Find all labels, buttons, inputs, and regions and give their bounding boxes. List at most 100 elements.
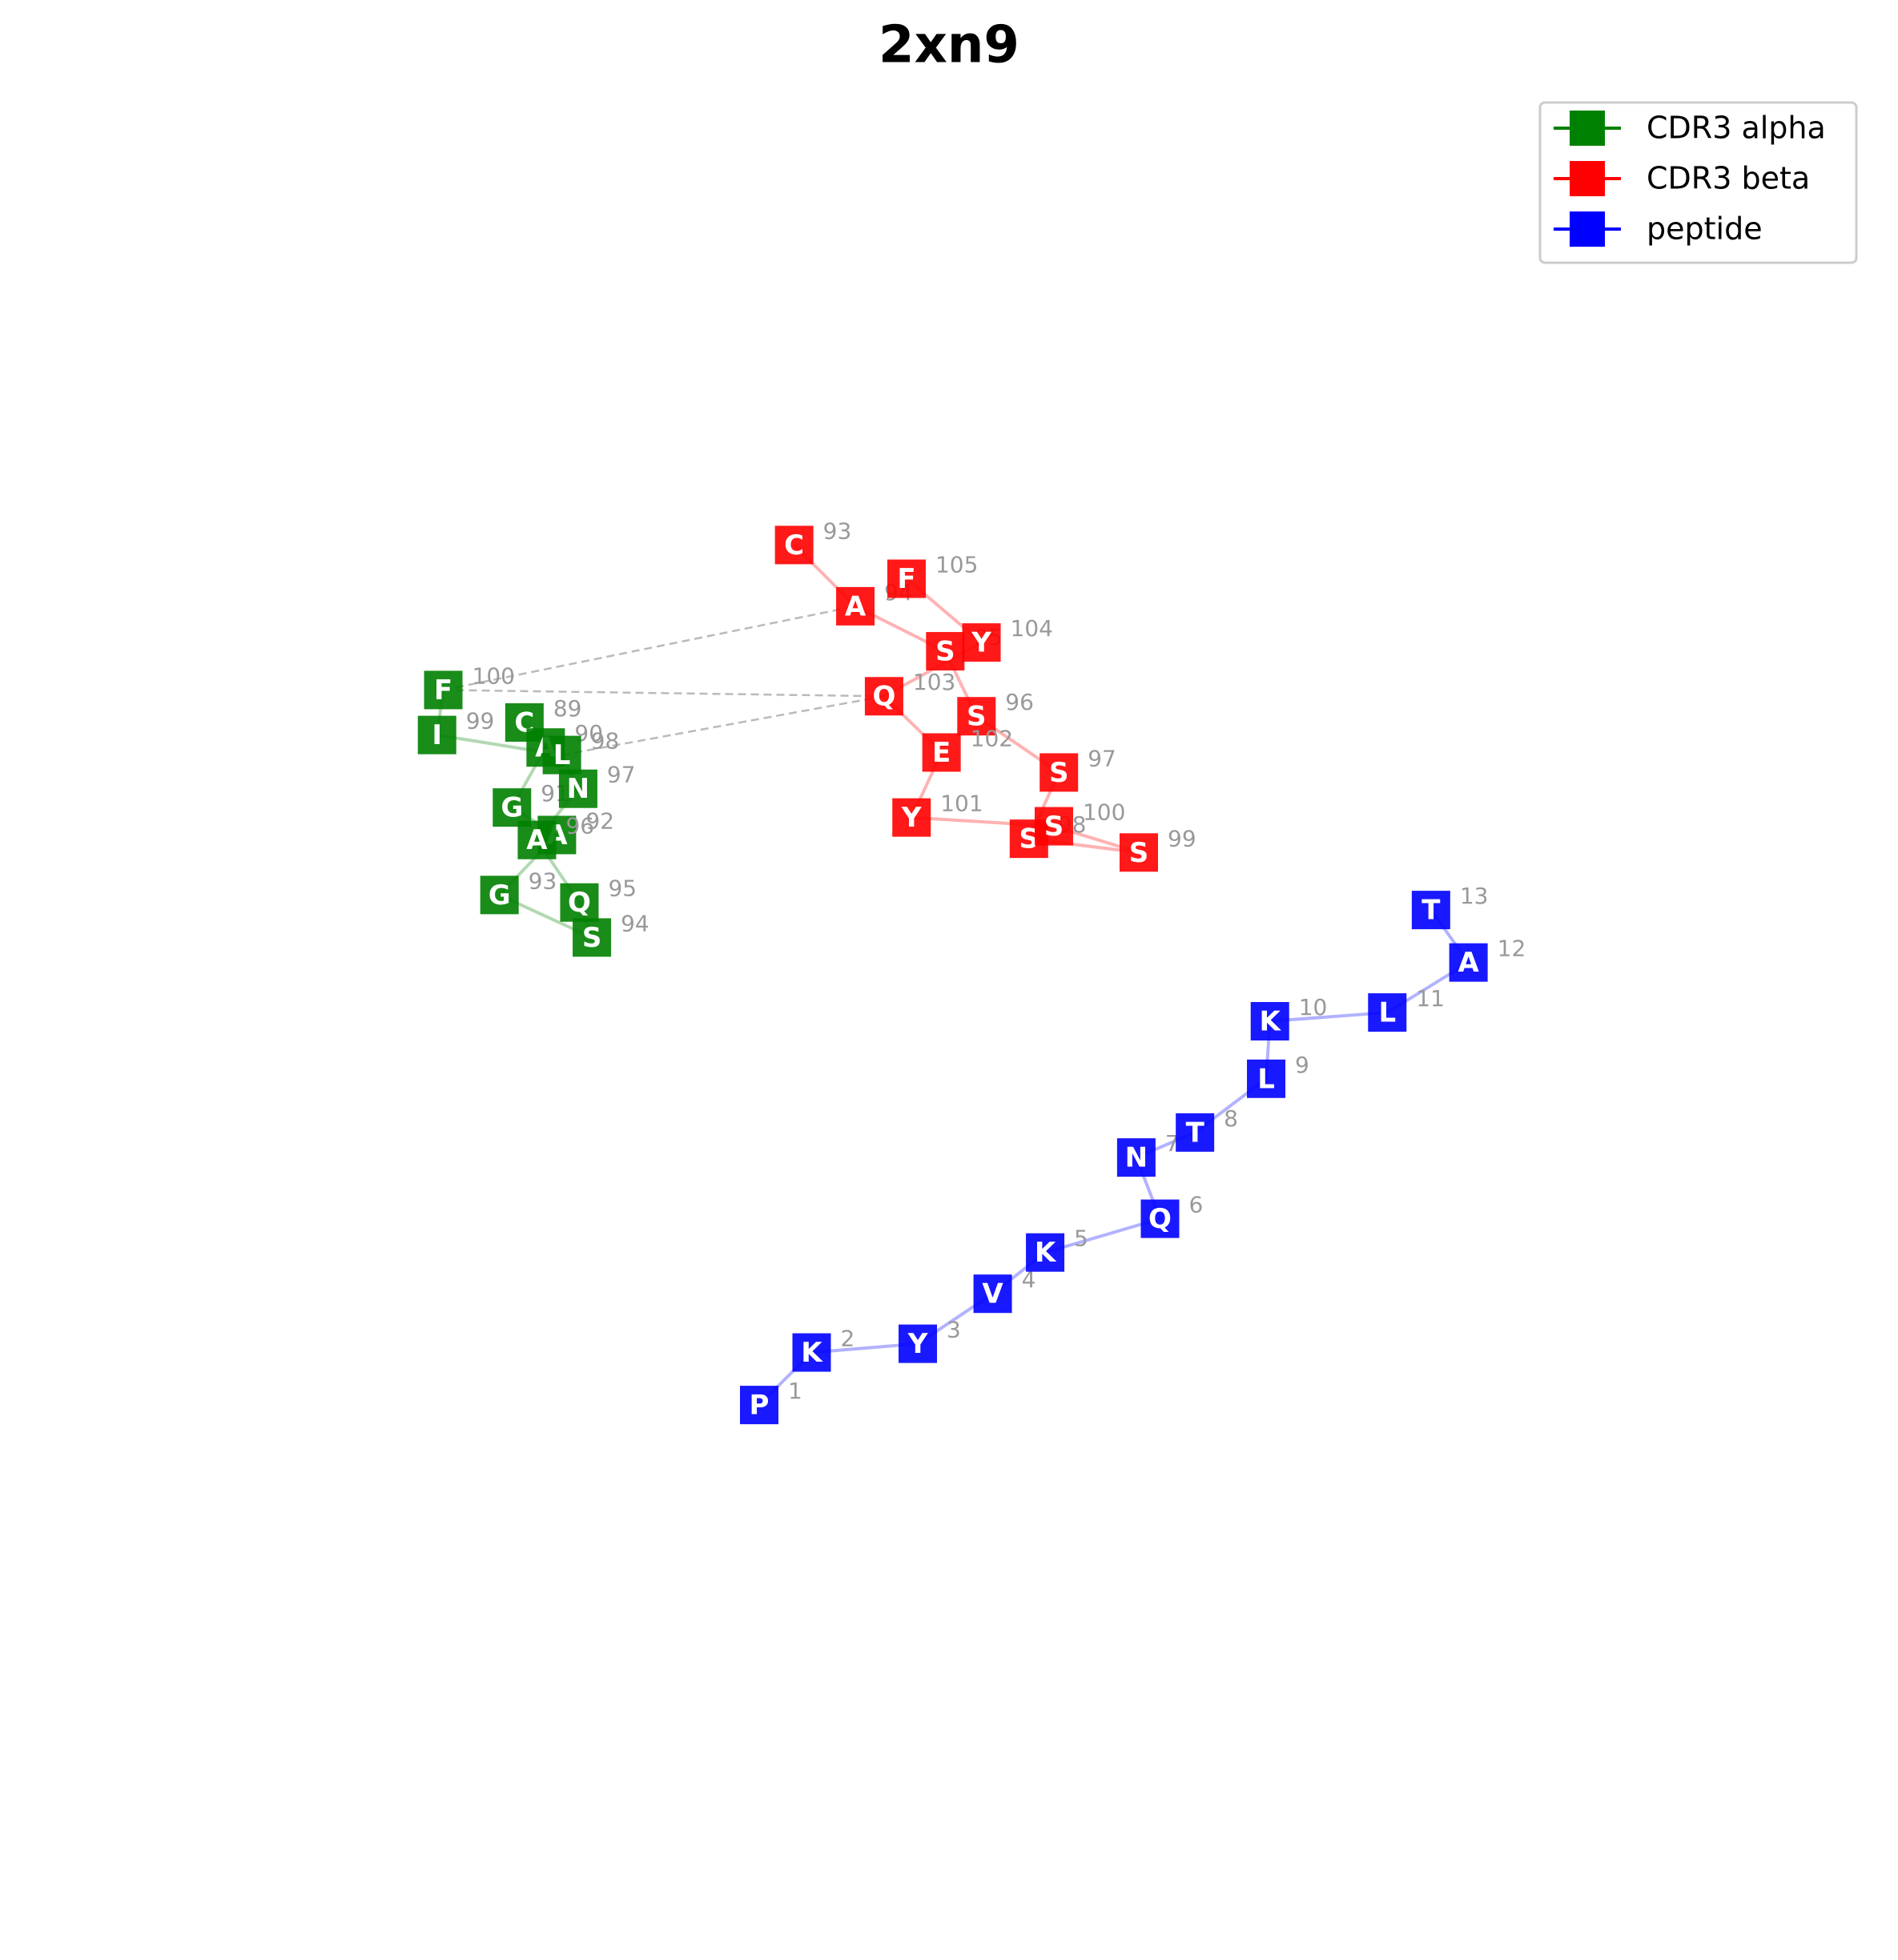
residue-letter: L (553, 739, 571, 771)
contact-line (443, 605, 856, 691)
residue-marker (560, 883, 599, 922)
residue-marker (1116, 1138, 1156, 1177)
residue-marker (1368, 993, 1407, 1032)
residue-number: 95 (608, 875, 637, 902)
residue-marker (424, 670, 463, 710)
residue-number: 98 (591, 728, 620, 755)
residue-number: 105 (935, 552, 978, 578)
residue-letter: C (784, 529, 804, 561)
contact-line (443, 689, 884, 698)
residue-letter: I (432, 719, 442, 751)
residue-letter: Y (901, 802, 922, 834)
residue-marker (957, 697, 996, 736)
residue-number: 8 (1224, 1105, 1238, 1132)
residue-letter: L (1257, 1063, 1275, 1095)
residue-number: 3 (947, 1317, 961, 1343)
residue-letter: E (932, 737, 951, 769)
residue-number: 6 (1189, 1192, 1204, 1218)
residue-marker (1176, 1113, 1215, 1152)
residue-marker (740, 1386, 778, 1425)
legend-label: CDR3 beta (1647, 161, 1810, 196)
residue-number: 101 (940, 791, 983, 817)
residue-letter: S (1129, 837, 1149, 869)
residue-marker (836, 586, 875, 626)
residue-number: 97 (607, 762, 636, 788)
residue-marker (417, 715, 456, 755)
residue-letter: S (1049, 757, 1069, 789)
residue-letter: T (1186, 1117, 1205, 1149)
residue-letter: F (897, 563, 915, 595)
contact-line (561, 695, 885, 756)
residue-marker (493, 788, 532, 827)
residue-marker (1140, 1199, 1180, 1238)
residue-letter: Y (907, 1328, 928, 1360)
residue-number: 96 (1005, 689, 1034, 715)
residue-number: 94 (621, 910, 649, 936)
residue-marker (962, 623, 1001, 662)
residue-letter: S (1044, 811, 1064, 843)
residues: C89A90G91A92G93S94Q95A96N97L98I99F100C93… (417, 517, 1526, 1425)
residue-marker (926, 632, 965, 671)
residue-letter: K (1260, 1005, 1282, 1037)
residue-number: 12 (1498, 936, 1526, 962)
residue-number: 11 (1416, 985, 1445, 1012)
legend-label: CDR3 alpha (1647, 111, 1826, 146)
residue-number: 99 (466, 708, 495, 734)
residue-number: 10 (1299, 994, 1328, 1020)
residue-letter: V (982, 1278, 1003, 1310)
residue-marker (1026, 1233, 1065, 1272)
residue-marker (558, 769, 597, 808)
residue-letter: S (935, 636, 955, 668)
residue-marker (573, 918, 612, 957)
residue-marker (774, 525, 814, 565)
residue-marker (542, 735, 581, 775)
residue-marker (973, 1274, 1012, 1314)
residue-marker (864, 677, 903, 716)
residue-marker (892, 798, 931, 837)
residue-number: 5 (1074, 1226, 1088, 1252)
legend-marker (1570, 161, 1605, 196)
residue-number: 97 (1088, 745, 1116, 771)
residue-number: 100 (1083, 799, 1125, 826)
residue-number: 4 (1022, 1266, 1036, 1293)
residue-marker (1039, 753, 1079, 792)
residue-number: 93 (823, 517, 852, 544)
residue-letter: Q (568, 887, 591, 919)
residue-marker (1034, 807, 1073, 846)
residue-letter: A (526, 824, 548, 856)
residue-marker (922, 733, 961, 772)
residue-number: 1 (788, 1378, 802, 1404)
residue-letter: S (967, 701, 987, 733)
legend: CDR3 alpha CDR3 beta peptide (1554, 111, 1826, 247)
legend-label: peptide (1647, 211, 1763, 247)
residue-number: 102 (971, 725, 1013, 751)
residue-letter: G (489, 879, 511, 912)
residue-number: 104 (1011, 615, 1053, 642)
residue-letter: A (1458, 947, 1479, 979)
residue-marker (1247, 1059, 1286, 1098)
residue-letter: Y (971, 627, 991, 659)
residue-number: 96 (565, 813, 594, 839)
residue-letter: K (801, 1337, 823, 1369)
residue-marker (899, 1324, 938, 1363)
residue-letter: F (434, 674, 452, 706)
residue-number: 9 (1295, 1052, 1309, 1078)
residue-marker (480, 875, 519, 915)
residue-letter: Q (1148, 1203, 1172, 1235)
residue-marker (887, 559, 926, 598)
residue-letter: N (567, 773, 589, 805)
legend-box (1538, 101, 1858, 264)
residue-letter: K (1035, 1237, 1057, 1269)
residue-marker (517, 820, 557, 859)
residue-letter: Q (872, 681, 895, 713)
residue-number: 99 (1168, 825, 1196, 851)
residue-marker (1250, 1001, 1289, 1040)
legend-marker (1570, 211, 1605, 247)
residue-number: 100 (472, 662, 515, 689)
residue-marker (1120, 833, 1158, 872)
residue-letter: N (1125, 1142, 1148, 1174)
residue-number: 2 (840, 1326, 855, 1352)
residue-letter: L (1378, 997, 1396, 1029)
